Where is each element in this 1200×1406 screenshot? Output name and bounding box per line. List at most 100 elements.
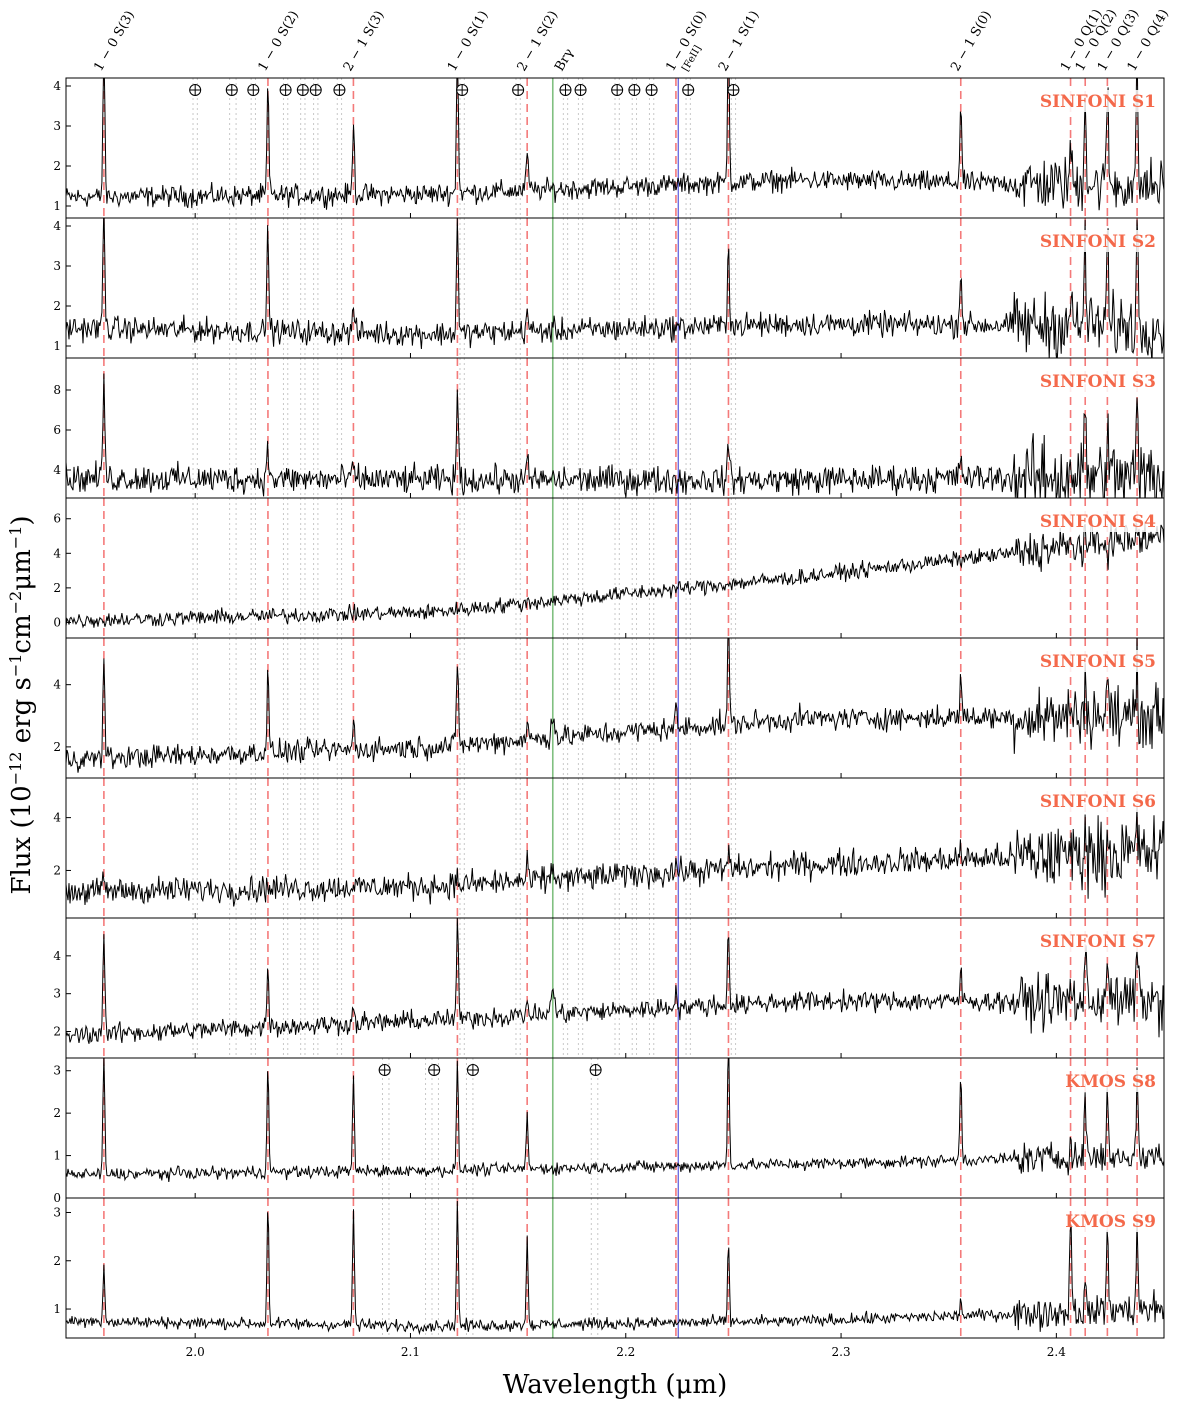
panel-label-bg bbox=[1051, 90, 1160, 112]
panel-label: SINFONI S2 bbox=[1040, 232, 1156, 252]
y-tick-label: 2 bbox=[53, 299, 61, 313]
panel-sinfoni-s1: 1 2 3 4 SINFONI S1 bbox=[53, 77, 1165, 219]
y-tick-label: 6 bbox=[53, 423, 61, 437]
y-tick-label: 4 bbox=[53, 79, 61, 93]
y-tick-label: 2 bbox=[53, 740, 61, 754]
panel-label-bg bbox=[1082, 1070, 1160, 1092]
emission-line-label: 1 − 0 S(2) bbox=[255, 8, 302, 74]
y-tick-label: 4 bbox=[53, 546, 61, 560]
panel-label-bg bbox=[1051, 930, 1160, 952]
y-tick-label: 3 bbox=[53, 1205, 61, 1219]
x-tick-label: 2.4 bbox=[1047, 1345, 1066, 1359]
y-tick-label: 4 bbox=[53, 949, 61, 963]
y-tick-label: 2 bbox=[53, 1025, 61, 1039]
y-tick-label: 4 bbox=[53, 463, 61, 477]
spectrum-line bbox=[66, 373, 1164, 498]
panel-label-bg bbox=[1051, 370, 1160, 392]
panel-frame bbox=[65, 1197, 1165, 1339]
circled-plus-icon bbox=[333, 84, 346, 96]
circled-plus-icon bbox=[279, 84, 292, 96]
circled-plus-icon bbox=[466, 1064, 479, 1076]
circled-plus-icon bbox=[682, 84, 695, 96]
circled-plus-icon bbox=[296, 84, 309, 96]
panel-label: KMOS S8 bbox=[1065, 1072, 1156, 1092]
circled-plus-icon bbox=[559, 84, 572, 96]
circled-plus-icon bbox=[247, 84, 260, 96]
panel-kmos-s8: 0 1 2 3 KMOS S8 bbox=[53, 1057, 1165, 1205]
y-tick-label: 0 bbox=[53, 615, 61, 629]
circled-plus-icon bbox=[611, 84, 624, 96]
panel-label-bg bbox=[1051, 230, 1160, 252]
emission-line-label: 1 − 0 S(1) bbox=[445, 8, 492, 74]
panel-label: SINFONI S5 bbox=[1040, 652, 1156, 672]
circled-plus-icon bbox=[589, 1064, 602, 1076]
x-tick-label: 2.1 bbox=[401, 1345, 420, 1359]
y-tick-label: 3 bbox=[53, 259, 61, 273]
y-tick-label: 2 bbox=[53, 159, 61, 173]
x-tick-label: 2.2 bbox=[616, 1345, 635, 1359]
y-tick-label: 2 bbox=[53, 581, 61, 595]
y-tick-label: 4 bbox=[53, 811, 61, 825]
y-tick-label: 4 bbox=[53, 678, 61, 692]
panel-kmos-s9: 1 2 3 KMOS S9 bbox=[53, 1197, 1165, 1339]
y-tick-label: 3 bbox=[53, 1064, 61, 1078]
panel-label: SINFONI S4 bbox=[1040, 512, 1156, 532]
panel-label: SINFONI S6 bbox=[1040, 792, 1156, 812]
circled-plus-icon bbox=[645, 84, 658, 96]
circled-plus-icon bbox=[378, 1064, 391, 1076]
x-tick-label: 2.3 bbox=[832, 1345, 851, 1359]
panel-sinfoni-s6: 2 4 SINFONI S6 bbox=[53, 777, 1165, 919]
spectrum-line bbox=[66, 519, 1164, 629]
panels-layer: 1 2 3 4 SINFONI S1 1 2 3 4 SINFONI S2 4 6 8 SINFONI S… bbox=[53, 77, 1165, 1339]
spectrum-line bbox=[66, 1058, 1164, 1182]
y-tick-label: 8 bbox=[53, 383, 61, 397]
y-axis-title: Flux (10−12 erg s−1cm−2μm−1) bbox=[6, 515, 37, 894]
y-tick-label: 1 bbox=[53, 199, 61, 213]
circled-plus-icon bbox=[628, 84, 641, 96]
circled-plus-icon bbox=[574, 84, 587, 96]
spectrum-line bbox=[66, 1200, 1164, 1336]
y-tick-label: 1 bbox=[53, 1149, 61, 1163]
panel-sinfoni-s7: 2 3 4 SINFONI S7 bbox=[53, 917, 1165, 1059]
y-tick-label: 6 bbox=[53, 512, 61, 526]
y-tick-label: 2 bbox=[53, 863, 61, 877]
spectrum-line bbox=[66, 78, 1164, 212]
y-tick-label: 2 bbox=[53, 1106, 61, 1120]
spectrum-line bbox=[66, 806, 1164, 907]
emission-line-label: 2 − 1 S(1) bbox=[716, 8, 763, 74]
circled-plus-icon bbox=[456, 84, 469, 96]
panel-label: KMOS S9 bbox=[1065, 1212, 1156, 1232]
panel-label-bg bbox=[1051, 650, 1160, 672]
x-axis-title: Wavelength (μm) bbox=[503, 1370, 727, 1400]
y-tick-label: 1 bbox=[53, 339, 61, 353]
y-tick-label: 3 bbox=[53, 987, 61, 1001]
emission-line-label: Brγ bbox=[552, 46, 577, 74]
emission-line-labels: 1 − 0 S(3) 1 − 0 S(2) 2 − 1 S(3) 1 − 0 S(1)… bbox=[91, 7, 1172, 74]
panel-label: SINFONI S1 bbox=[1040, 92, 1156, 112]
y-tick-label: 0 bbox=[53, 1191, 61, 1205]
panel-label-bg bbox=[1082, 1210, 1160, 1232]
y-tick-label: 4 bbox=[53, 219, 61, 233]
emission-line-label: 1 − 0 S(3) bbox=[91, 8, 138, 74]
x-axis-ticks: 2.0 2.1 2.2 2.3 2.4 bbox=[186, 1345, 1067, 1359]
y-tick-label: 1 bbox=[53, 1302, 61, 1316]
panel-frame bbox=[65, 1057, 1165, 1199]
circled-plus-icon bbox=[309, 84, 322, 96]
panel-sinfoni-s2: 1 2 3 4 SINFONI S2 bbox=[53, 217, 1165, 359]
emission-line-label: 2 − 1 S(0) bbox=[948, 8, 995, 74]
emission-line-label: 2 − 1 S(3) bbox=[341, 8, 388, 74]
y-tick-label: 3 bbox=[53, 119, 61, 133]
panel-sinfoni-s5: 2 4 SINFONI S5 bbox=[53, 637, 1165, 779]
spectrum-line bbox=[66, 638, 1164, 773]
panel-label-bg bbox=[1051, 510, 1160, 532]
circled-plus-icon bbox=[727, 84, 740, 96]
circled-plus-icon bbox=[428, 1064, 441, 1076]
spectrum-line bbox=[66, 218, 1164, 358]
panel-label: SINFONI S7 bbox=[1040, 932, 1156, 952]
x-tick-label: 2.0 bbox=[186, 1345, 205, 1359]
circled-plus-icon bbox=[512, 84, 525, 96]
panel-sinfoni-s3: 4 6 8 SINFONI S3 bbox=[53, 357, 1165, 499]
panel-sinfoni-s4: 0 2 4 6 SINFONI S4 bbox=[53, 497, 1165, 639]
circled-plus-icon bbox=[225, 84, 238, 96]
